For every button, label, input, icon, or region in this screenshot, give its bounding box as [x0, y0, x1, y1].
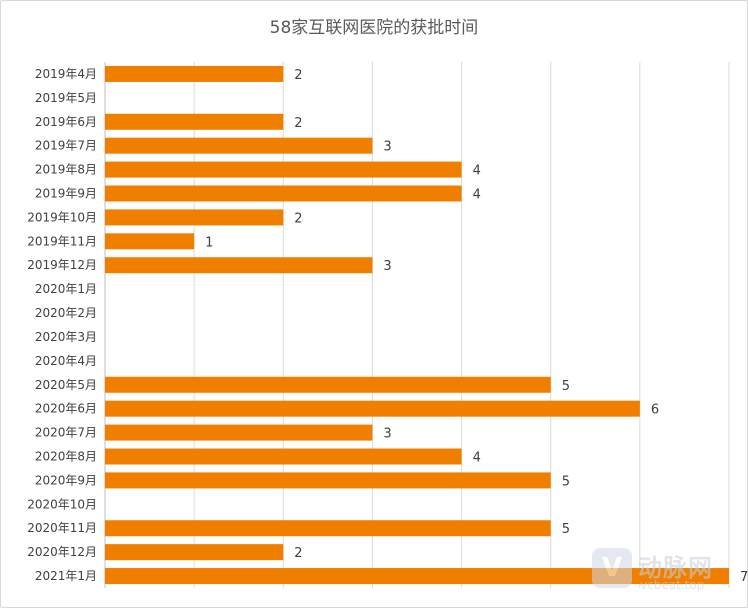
bar [105, 544, 284, 561]
data-label: 2 [294, 211, 302, 226]
category-label: 2019年11月 [27, 234, 97, 248]
data-label: 2 [294, 68, 302, 83]
category-label: 2020年11月 [27, 521, 97, 535]
category-label: 2020年12月 [27, 545, 97, 559]
bar [105, 448, 462, 465]
data-label: 6 [651, 403, 659, 418]
data-label: 1 [205, 235, 213, 250]
category-label: 2019年7月 [35, 139, 97, 153]
bar [105, 472, 551, 489]
bar [105, 400, 640, 417]
bar [105, 568, 729, 585]
data-label: 2 [294, 116, 302, 131]
category-label: 2020年8月 [35, 450, 97, 464]
data-label: 5 [562, 522, 570, 537]
chart-title: 58家互联网医院的获批时间 [269, 18, 479, 38]
category-label: 2019年8月 [35, 163, 97, 177]
data-label: 4 [473, 164, 481, 179]
data-label: 4 [473, 451, 481, 466]
bar [105, 520, 551, 537]
bar [105, 137, 373, 154]
watermark-url: vcbeat.top [640, 578, 705, 592]
category-label: 2020年1月 [35, 282, 97, 296]
data-label: 3 [383, 140, 391, 155]
category-label: 2020年4月 [35, 354, 97, 368]
category-label: 2019年9月 [35, 187, 97, 201]
data-label: 2 [294, 546, 302, 561]
category-label: 2019年10月 [27, 210, 97, 224]
category-label: 2019年12月 [27, 258, 97, 272]
bar [105, 185, 462, 202]
data-label: 7 [740, 570, 748, 585]
data-label: 4 [473, 188, 481, 203]
category-label: 2021年1月 [35, 569, 97, 583]
category-label: 2019年6月 [35, 115, 97, 129]
watermark: V 动脉网 vcbeat.top [592, 548, 740, 598]
category-label: 2020年2月 [35, 306, 97, 320]
category-label: 2019年4月 [35, 67, 97, 81]
category-label: 2020年10月 [27, 497, 97, 511]
category-label: 2020年7月 [35, 426, 97, 440]
bar [105, 376, 551, 393]
data-label: 5 [562, 379, 570, 394]
bar [105, 65, 284, 82]
category-label: 2019年5月 [35, 91, 97, 105]
category-label: 2020年6月 [35, 402, 97, 416]
bar [105, 424, 373, 441]
bar [105, 233, 195, 250]
watermark-brand: 动脉网 [638, 554, 713, 582]
watermark-logo: V [592, 548, 632, 588]
bar [105, 257, 373, 274]
data-label: 3 [383, 259, 391, 274]
bar [105, 113, 284, 130]
bar [105, 209, 284, 226]
data-label: 3 [383, 427, 391, 442]
category-label: 2020年3月 [35, 330, 97, 344]
category-label: 2020年5月 [35, 378, 97, 392]
category-label: 2020年9月 [35, 473, 97, 487]
data-label: 5 [562, 474, 570, 489]
bar [105, 161, 462, 178]
